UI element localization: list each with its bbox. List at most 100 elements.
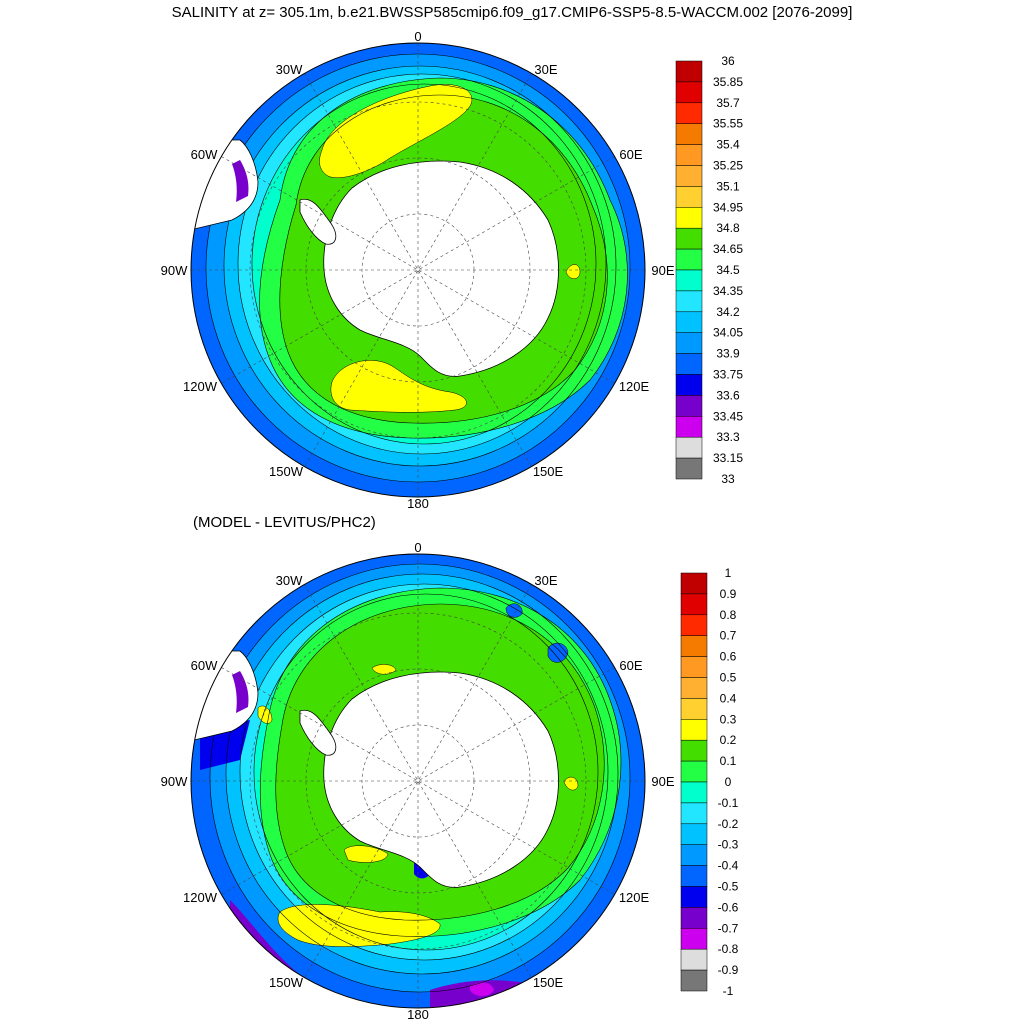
lon-label-30w: 30W — [276, 573, 303, 588]
salinity-colorbar-tick-label: 34.5 — [716, 263, 740, 277]
difference-colorbar-swatch — [680, 865, 708, 887]
lon-label-150e: 150E — [533, 464, 564, 479]
difference-colorbar-tick-label: 0.9 — [720, 587, 737, 601]
lon-label-30e: 30E — [534, 573, 557, 588]
salinity-colorbar-tick-label: 35.85 — [713, 75, 743, 89]
salinity-colorbar-swatch — [675, 207, 703, 229]
salinity-colorbar-tick-label: 35.4 — [716, 138, 740, 152]
salinity-colorbar-tick-label: 34.95 — [713, 200, 743, 214]
difference-colorbar-tick-label: -0.6 — [718, 900, 739, 914]
salinity-colorbar-swatch — [675, 102, 703, 124]
salinity-colorbar-swatch — [675, 144, 703, 166]
difference-colorbar-tick-label: -1 — [723, 984, 734, 998]
difference-colorbar-tick-label: 0.5 — [720, 671, 737, 685]
plot-title: SALINITY at z= 305.1m, b.e21.BWSSP585cmi… — [171, 4, 853, 21]
salinity-colorbar-swatch — [675, 416, 703, 438]
salinity-colorbar-tick-label: 34.2 — [716, 305, 740, 319]
difference-colorbar-swatch — [680, 802, 708, 825]
difference-colorbar-swatch — [680, 614, 708, 636]
lon-label-120w: 120W — [183, 379, 218, 394]
lon-label-120e: 120E — [619, 890, 650, 905]
difference-colorbar-tick-label: -0.9 — [718, 963, 739, 977]
lon-label-150e: 150E — [533, 975, 564, 990]
salinity-colorbar-tick-label: 33.6 — [716, 388, 740, 402]
salinity-colorbar-swatch — [675, 227, 703, 250]
difference-colorbar-tick-label: 0.6 — [720, 650, 737, 664]
difference-colorbar-tick-label: 0 — [725, 775, 732, 789]
difference-colorbar-tick-label: 1 — [725, 566, 732, 580]
salinity-colorbar-tick-label: 34.8 — [716, 221, 740, 235]
lon-label-180: 180 — [407, 496, 429, 511]
salinity-colorbar-swatch — [675, 60, 703, 83]
lon-label-0: 0 — [414, 29, 421, 44]
salinity-colorbar-swatch — [675, 165, 703, 187]
salinity-colorbar-swatch — [675, 353, 703, 375]
salinity-colorbar-swatch — [675, 332, 703, 354]
salinity-colorbar-tick-label: 35.7 — [716, 96, 740, 110]
difference-colorbar: 1 0.9 0.8 0.7 0.6 0.5 0.4 0.3 0.2 0.1 0 -0.1 -0.2 -0.… — [680, 566, 739, 998]
salinity-colorbar-tick-label: 35.1 — [716, 179, 740, 193]
lon-label-30w: 30W — [276, 62, 303, 77]
difference-colorbar-swatch — [680, 907, 708, 929]
salinity-colorbar-tick-label: 33.45 — [713, 409, 743, 423]
lon-label-150w: 150W — [269, 975, 304, 990]
salinity-colorbar-swatch — [675, 436, 703, 459]
salinity-colorbar-swatch — [675, 123, 703, 145]
difference-colorbar-tick-label: -0.2 — [718, 817, 739, 831]
salinity-colorbar-tick-label: 36 — [721, 54, 735, 68]
lon-label-60w: 60W — [191, 658, 218, 673]
difference-colorbar-swatch — [680, 719, 708, 741]
lon-label-60e: 60E — [619, 147, 642, 162]
difference-colorbar-swatch — [680, 635, 708, 657]
salinity-colorbar-tick-label: 35.25 — [713, 159, 743, 173]
difference-colorbar-tick-label: -0.5 — [718, 880, 739, 894]
lon-label-30e: 30E — [534, 62, 557, 77]
difference-colorbar-swatch — [680, 677, 708, 699]
salinity-colorbar-tick-label: 34.65 — [713, 242, 743, 256]
lon-label-90e: 90E — [651, 774, 674, 789]
difference-colorbar-swatch — [680, 593, 708, 616]
salinity-colorbar-swatch — [675, 374, 703, 396]
lon-label-60w: 60W — [191, 147, 218, 162]
lon-label-60e: 60E — [619, 658, 642, 673]
difference-colorbar-swatch — [680, 781, 708, 804]
lon-label-120w: 120W — [183, 890, 218, 905]
salinity-map: 0 30E 60E 90E 120E 150E 180 150W 120W 90… — [161, 29, 675, 511]
difference-colorbar-swatch — [680, 760, 708, 783]
difference-map: 0 30E 60E 90E 120E 150E 180 150W 120W 90… — [161, 540, 675, 1022]
salinity-colorbar-swatch — [675, 290, 703, 313]
difference-colorbar-tick-label: 0.7 — [720, 629, 737, 643]
difference-subtitle: (MODEL - LEVITUS/PHC2) — [193, 514, 376, 531]
lon-label-90e: 90E — [651, 263, 674, 278]
difference-colorbar-tick-label: -0.3 — [718, 838, 739, 852]
difference-colorbar-tick-label: 0.3 — [720, 712, 737, 726]
difference-colorbar-tick-label: 0.8 — [720, 608, 737, 622]
lon-label-180: 180 — [407, 1007, 429, 1022]
salinity-colorbar-tick-label: 33 — [721, 472, 735, 486]
salinity-colorbar-tick-label: 33.9 — [716, 347, 740, 361]
difference-colorbar-tick-label: -0.1 — [718, 796, 739, 810]
salinity-colorbar-tick-label: 33.15 — [713, 451, 743, 465]
salinity-colorbar-swatch — [675, 248, 703, 271]
difference-colorbar-swatch — [680, 928, 708, 950]
difference-colorbar-swatch — [680, 948, 708, 971]
salinity-colorbar-swatch — [675, 311, 703, 333]
difference-colorbar-swatch — [680, 698, 708, 720]
salinity-colorbar-tick-label: 34.05 — [713, 326, 743, 340]
salinity-colorbar-swatch — [675, 186, 703, 208]
salinity-colorbar-swatch — [675, 81, 703, 104]
lon-label-120e: 120E — [619, 379, 650, 394]
difference-colorbar-tick-label: 0.2 — [720, 733, 737, 747]
salinity-colorbar-tick-label: 33.75 — [713, 368, 743, 382]
lon-label-90w: 90W — [161, 774, 188, 789]
lon-label-90w: 90W — [161, 263, 188, 278]
salinity-colorbar-swatch — [675, 395, 703, 417]
salinity-colorbar-swatch — [675, 457, 703, 480]
difference-colorbar-swatch — [680, 572, 708, 595]
difference-colorbar-swatch — [680, 886, 708, 908]
difference-colorbar-swatch — [680, 739, 708, 762]
difference-colorbar-tick-label: -0.7 — [718, 921, 739, 935]
lon-label-150w: 150W — [269, 464, 304, 479]
salinity-colorbar-swatch — [675, 269, 703, 292]
